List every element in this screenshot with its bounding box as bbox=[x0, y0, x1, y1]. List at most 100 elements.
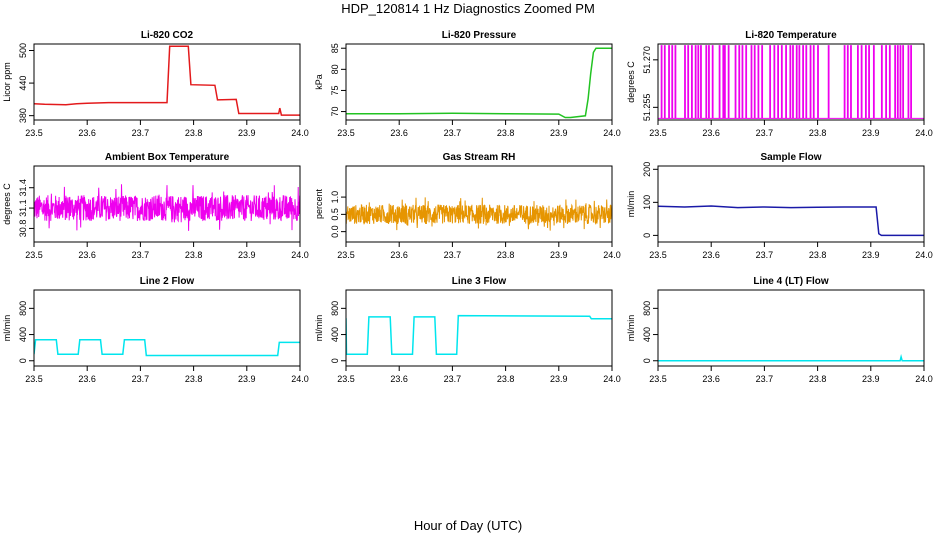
x-tick-label: 23.9 bbox=[550, 374, 568, 384]
y-tick-label: 0 bbox=[330, 358, 340, 363]
data-area bbox=[34, 184, 300, 231]
chart-title: Gas Stream RH bbox=[443, 152, 516, 163]
y-tick-label: 0.5 bbox=[330, 208, 340, 221]
y-tick-label: 200 bbox=[642, 162, 652, 177]
chart-panel: Line 2 Flow ml/min 23.5 23.6 23.7 23.8 23.9 24.… bbox=[2, 276, 309, 384]
chart-title: Ambient Box Temperature bbox=[105, 152, 230, 163]
chart-title: Line 2 Flow bbox=[140, 276, 195, 287]
chart-panel: Li-820 Temperature degrees C 23.5 23.6 23.7 2… bbox=[626, 30, 933, 138]
x-tick-label: 23.6 bbox=[702, 250, 720, 260]
x-tick-label: 23.6 bbox=[702, 374, 720, 384]
chart-title: Li-820 Temperature bbox=[745, 30, 837, 41]
x-tick-label: 23.5 bbox=[337, 250, 355, 260]
x-tick-label: 23.9 bbox=[862, 250, 880, 260]
y-tick-label: 800 bbox=[330, 301, 340, 316]
x-tick-label: 24.0 bbox=[915, 374, 933, 384]
series-line bbox=[346, 47, 612, 119]
y-tick-label: 0.0 bbox=[330, 225, 340, 238]
data-area bbox=[658, 205, 924, 237]
x-tick-label: 24.0 bbox=[291, 374, 309, 384]
x-tick-label: 24.0 bbox=[603, 250, 621, 260]
x-tick-label: 23.8 bbox=[809, 250, 827, 260]
x-tick-label: 23.7 bbox=[444, 128, 462, 138]
series-line bbox=[658, 353, 924, 362]
y-axis-label: kPa bbox=[314, 74, 324, 90]
x-tick-label: 23.6 bbox=[390, 250, 408, 260]
x-tick-label: 23.8 bbox=[185, 250, 203, 260]
x-axis-label: Hour of Day (UTC) bbox=[413, 518, 523, 533]
series-line bbox=[346, 314, 612, 355]
y-axis-label: degrees C bbox=[626, 61, 636, 103]
x-tick-label: 23.6 bbox=[702, 128, 720, 138]
plot-frame bbox=[657, 43, 925, 121]
x-tick-label: 24.0 bbox=[603, 128, 621, 138]
y-axis-label: percent bbox=[314, 188, 324, 219]
series-line bbox=[34, 184, 300, 231]
chart-title: Line 3 Flow bbox=[452, 276, 507, 287]
y-tick-label: 51.270 bbox=[642, 46, 652, 74]
chart-title: Sample Flow bbox=[760, 152, 821, 163]
x-tick-label: 23.9 bbox=[238, 128, 256, 138]
y-tick-label: 0 bbox=[18, 358, 28, 363]
x-tick-label: 23.5 bbox=[25, 128, 43, 138]
x-tick-label: 23.8 bbox=[497, 128, 515, 138]
data-area bbox=[346, 197, 612, 231]
x-tick-label: 23.6 bbox=[390, 128, 408, 138]
y-axis-label: ml/min bbox=[626, 315, 636, 342]
x-tick-label: 23.9 bbox=[238, 374, 256, 384]
x-tick-label: 23.7 bbox=[756, 128, 774, 138]
data-area bbox=[346, 314, 612, 355]
x-tick-label: 23.7 bbox=[756, 250, 774, 260]
y-tick-label: 400 bbox=[18, 327, 28, 342]
x-tick-label: 23.5 bbox=[649, 374, 667, 384]
x-tick-label: 23.7 bbox=[132, 250, 150, 260]
x-tick-label: 24.0 bbox=[291, 250, 309, 260]
y-tick-label: 440 bbox=[18, 76, 28, 91]
data-area bbox=[34, 339, 300, 357]
chart-title: Line 4 (LT) Flow bbox=[753, 276, 829, 287]
series-line bbox=[658, 205, 924, 237]
x-tick-label: 24.0 bbox=[915, 250, 933, 260]
plot-frame bbox=[657, 289, 925, 367]
data-area bbox=[658, 353, 924, 362]
series-line bbox=[34, 339, 300, 357]
y-tick-label: 400 bbox=[330, 327, 340, 342]
y-tick-label: 0 bbox=[642, 358, 652, 363]
y-tick-label: 380 bbox=[18, 108, 28, 123]
x-tick-label: 23.5 bbox=[337, 128, 355, 138]
y-tick-label: 1.0 bbox=[330, 191, 340, 204]
y-tick-label: 31.4 bbox=[18, 179, 28, 197]
x-tick-label: 23.6 bbox=[78, 374, 96, 384]
data-area bbox=[658, 45, 924, 119]
y-tick-label: 100 bbox=[642, 195, 652, 210]
series-line bbox=[346, 197, 612, 231]
y-tick-label: 30.8 bbox=[18, 220, 28, 238]
series-line bbox=[658, 45, 924, 119]
plot-frame bbox=[33, 43, 301, 121]
x-tick-label: 23.7 bbox=[444, 374, 462, 384]
x-tick-label: 23.5 bbox=[337, 374, 355, 384]
y-tick-label: 75 bbox=[330, 85, 340, 95]
x-tick-label: 24.0 bbox=[603, 374, 621, 384]
y-tick-label: 70 bbox=[330, 107, 340, 117]
y-tick-label: 85 bbox=[330, 43, 340, 53]
chart-panel: Sample Flow ml/min 23.5 23.6 23.7 23.8 23.9 24.… bbox=[626, 152, 933, 260]
chart-panel: Gas Stream RH percent 23.5 23.6 23.7 23.8 23.9… bbox=[314, 152, 621, 260]
x-tick-label: 23.8 bbox=[809, 128, 827, 138]
y-axis-label: Licor ppm bbox=[2, 62, 12, 102]
x-tick-label: 23.7 bbox=[132, 128, 150, 138]
plot-frame bbox=[33, 289, 301, 367]
y-tick-label: 51.255 bbox=[642, 94, 652, 122]
x-tick-label: 23.5 bbox=[25, 250, 43, 260]
y-tick-label: 400 bbox=[642, 327, 652, 342]
chart-title: Li-820 CO2 bbox=[141, 30, 194, 41]
y-axis-label: degrees C bbox=[2, 183, 12, 225]
x-tick-label: 23.9 bbox=[550, 250, 568, 260]
x-tick-label: 23.9 bbox=[238, 250, 256, 260]
x-tick-label: 23.5 bbox=[649, 250, 667, 260]
x-tick-label: 23.6 bbox=[78, 128, 96, 138]
y-tick-label: 800 bbox=[18, 301, 28, 316]
x-tick-label: 23.8 bbox=[185, 128, 203, 138]
x-tick-label: 23.7 bbox=[132, 374, 150, 384]
